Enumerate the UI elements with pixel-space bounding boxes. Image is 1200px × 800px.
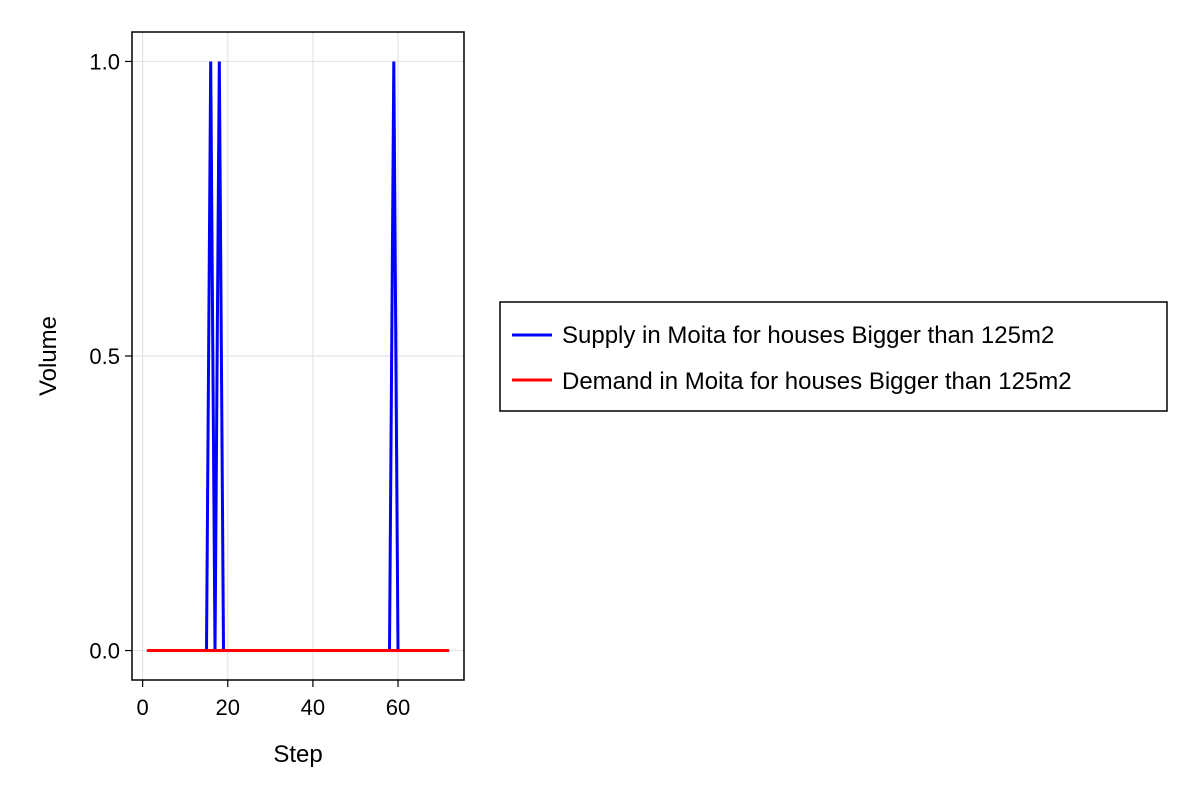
legend-label-demand: Demand in Moita for houses Bigger than 1… [562,368,1072,395]
legend-box [499,301,1168,412]
series-layer [146,61,450,652]
x-tick-label: 60 [386,695,410,720]
x-axis-title: Step [273,741,322,768]
y-tick-label: 1.0 [89,49,120,74]
y-tick-label: 0.0 [89,639,120,664]
y-tick-label: 0.5 [89,344,120,369]
supply-series-line [146,61,450,652]
y-axis-title: Volume [35,316,62,396]
x-tick-label: 20 [216,695,240,720]
x-axis: 0 20 40 60 [137,680,410,720]
legend: Supply in Moita for houses Bigger than 1… [499,301,1168,412]
x-tick-label: 40 [301,695,325,720]
y-axis: 0.0 0.5 1.0 [89,49,132,664]
grid-lines [132,32,464,680]
x-tick-label: 0 [137,695,149,720]
legend-label-supply: Supply in Moita for houses Bigger than 1… [562,322,1054,349]
